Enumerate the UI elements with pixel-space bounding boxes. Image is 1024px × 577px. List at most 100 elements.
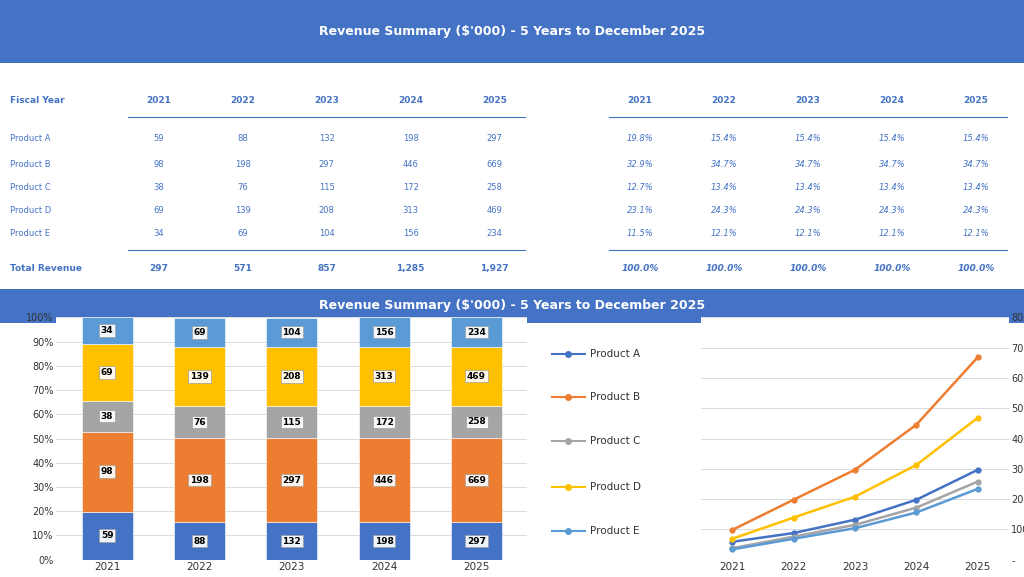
Text: 469: 469 — [486, 206, 503, 215]
Text: 2022: 2022 — [230, 96, 255, 106]
Text: 13.4%: 13.4% — [963, 183, 989, 192]
Text: Product B: Product B — [591, 392, 641, 402]
Text: Revenue Summary ($'000) - 5 Years to December 2025: Revenue Summary ($'000) - 5 Years to Dec… — [318, 25, 706, 38]
Text: 23.1%: 23.1% — [627, 206, 653, 215]
Text: 1,927: 1,927 — [480, 264, 509, 273]
Text: 258: 258 — [467, 418, 486, 426]
Bar — [358, 347, 410, 406]
Text: 24.3%: 24.3% — [879, 206, 905, 215]
Text: 59: 59 — [100, 531, 114, 540]
Text: 2021: 2021 — [146, 96, 171, 106]
Text: 2024: 2024 — [880, 96, 904, 106]
Text: 297: 297 — [283, 476, 301, 485]
Text: 69: 69 — [238, 229, 248, 238]
Text: 297: 297 — [486, 134, 503, 143]
Text: 313: 313 — [402, 206, 419, 215]
Text: 198: 198 — [190, 476, 209, 485]
Text: 198: 198 — [402, 134, 419, 143]
Text: 234: 234 — [467, 328, 486, 336]
Text: Product B: Product B — [10, 160, 51, 169]
Bar — [82, 317, 132, 344]
Text: 12.1%: 12.1% — [963, 229, 989, 238]
Text: 2024: 2024 — [398, 96, 423, 106]
Text: 100.0%: 100.0% — [957, 264, 994, 273]
Bar — [266, 522, 317, 560]
Text: 13.4%: 13.4% — [711, 183, 737, 192]
Text: 34: 34 — [100, 326, 114, 335]
Text: 88: 88 — [194, 537, 206, 545]
Text: Product D: Product D — [591, 482, 641, 492]
Text: 2023: 2023 — [796, 96, 820, 106]
Text: Product D: Product D — [10, 206, 51, 215]
Bar — [452, 347, 502, 406]
Text: Product C: Product C — [10, 183, 51, 192]
Text: 15.4%: 15.4% — [963, 134, 989, 143]
Text: 76: 76 — [238, 183, 248, 192]
Text: 313: 313 — [375, 372, 393, 381]
Text: 2025: 2025 — [964, 96, 988, 106]
Bar — [82, 344, 132, 400]
Text: 98: 98 — [154, 160, 164, 169]
FancyBboxPatch shape — [0, 0, 1024, 63]
Text: 234: 234 — [486, 229, 503, 238]
Bar — [358, 439, 410, 522]
Text: 172: 172 — [375, 418, 393, 426]
Text: Product E: Product E — [10, 229, 50, 238]
Bar — [174, 406, 225, 439]
Text: 13.4%: 13.4% — [795, 183, 821, 192]
Bar — [266, 317, 317, 347]
Text: 208: 208 — [318, 206, 335, 215]
Text: 11.5%: 11.5% — [627, 229, 653, 238]
Bar — [82, 512, 132, 560]
Text: 2021: 2021 — [628, 96, 652, 106]
Bar — [452, 317, 502, 347]
Bar — [358, 406, 410, 439]
Text: 669: 669 — [467, 476, 486, 485]
Text: 100.0%: 100.0% — [706, 264, 742, 273]
Text: 132: 132 — [318, 134, 335, 143]
Text: 2023: 2023 — [314, 96, 339, 106]
Text: 12.1%: 12.1% — [795, 229, 821, 238]
Text: 12.1%: 12.1% — [879, 229, 905, 238]
Text: Fiscal Year: Fiscal Year — [10, 96, 65, 106]
Bar — [266, 439, 317, 522]
Text: 34.7%: 34.7% — [795, 160, 821, 169]
Text: 104: 104 — [318, 229, 335, 238]
Text: 139: 139 — [190, 372, 209, 381]
Text: 69: 69 — [154, 206, 164, 215]
Text: 32.9%: 32.9% — [627, 160, 653, 169]
Text: 198: 198 — [375, 537, 393, 545]
Bar — [174, 439, 225, 522]
Text: Product C: Product C — [591, 436, 641, 446]
Text: 59: 59 — [154, 134, 164, 143]
FancyBboxPatch shape — [0, 288, 1024, 323]
Text: 24.3%: 24.3% — [963, 206, 989, 215]
Text: 132: 132 — [283, 537, 301, 545]
Bar — [266, 347, 317, 406]
Bar — [358, 317, 410, 347]
Text: 571: 571 — [233, 264, 252, 273]
Bar — [82, 400, 132, 432]
Text: 469: 469 — [467, 372, 486, 381]
Text: 104: 104 — [283, 328, 301, 337]
Text: 69: 69 — [194, 328, 206, 337]
Text: 24.3%: 24.3% — [711, 206, 737, 215]
Bar — [82, 432, 132, 512]
Text: 2025: 2025 — [482, 96, 507, 106]
Text: 115: 115 — [283, 418, 301, 426]
Text: 38: 38 — [101, 411, 114, 421]
Text: 139: 139 — [234, 206, 251, 215]
Text: 100.0%: 100.0% — [790, 264, 826, 273]
Text: 297: 297 — [467, 537, 486, 545]
Text: Product A: Product A — [10, 134, 51, 143]
Text: Product E: Product E — [591, 526, 640, 535]
Text: 100.0%: 100.0% — [622, 264, 658, 273]
Text: 98: 98 — [100, 467, 114, 476]
Text: 69: 69 — [100, 368, 114, 377]
Text: Product A: Product A — [591, 349, 641, 359]
Text: 100.0%: 100.0% — [873, 264, 910, 273]
Bar — [266, 406, 317, 439]
Text: 297: 297 — [318, 160, 335, 169]
Text: 12.7%: 12.7% — [627, 183, 653, 192]
Text: 208: 208 — [283, 372, 301, 381]
